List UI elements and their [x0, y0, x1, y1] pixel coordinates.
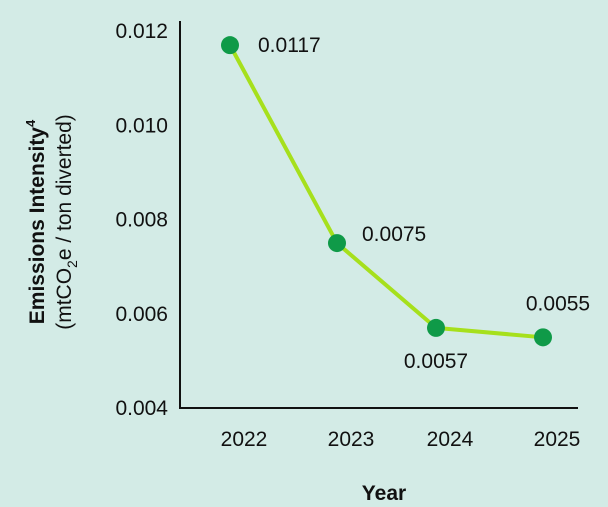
y-tick-label: 0.010 [115, 114, 168, 137]
series-line [228, 43, 545, 340]
data-label: 0.0055 [526, 292, 590, 315]
y-axis-units-prefix: (mtCO [53, 268, 76, 330]
svg-text:(mtCO2e / ton diverted): (mtCO2e / ton diverted) [53, 114, 80, 330]
data-labels: 0.0117 0.0075 0.0057 0.0055 [258, 34, 590, 373]
x-axis-title: Year [362, 482, 406, 505]
y-axis-title-superscript: 4 [23, 119, 38, 127]
x-tick-label: 2022 [221, 428, 268, 451]
svg-text:Emissions Intensity4: Emissions Intensity4 [23, 119, 49, 324]
data-label: 0.0117 [258, 34, 321, 57]
y-axis-title: Emissions Intensity4 (mtCO2e / ton diver… [23, 114, 80, 330]
y-axis-units-suffix: e / ton diverted) [53, 114, 76, 260]
data-label: 0.0057 [404, 350, 468, 373]
y-tick-label: 0.008 [115, 209, 168, 232]
x-tick-labels: 2022 2023 2024 2025 [221, 428, 581, 451]
series-polyline [228, 43, 545, 340]
data-point [328, 234, 346, 253]
y-tick-label: 0.006 [115, 303, 168, 326]
x-tick-label: 2025 [534, 428, 581, 451]
y-tick-label: 0.004 [115, 397, 168, 420]
data-point [221, 36, 239, 55]
data-markers [221, 36, 552, 347]
x-tick-label: 2024 [427, 428, 474, 451]
data-point [427, 318, 445, 337]
data-label: 0.0075 [362, 223, 426, 246]
y-tick-label: 0.012 [115, 20, 168, 43]
y-tick-labels: 0.004 0.006 0.008 0.010 0.012 [115, 20, 168, 420]
y-axis-units-subscript: 2 [64, 260, 80, 268]
data-point [534, 328, 552, 347]
x-tick-label: 2023 [328, 428, 375, 451]
y-axis-title-main: Emissions Intensity [26, 127, 49, 325]
